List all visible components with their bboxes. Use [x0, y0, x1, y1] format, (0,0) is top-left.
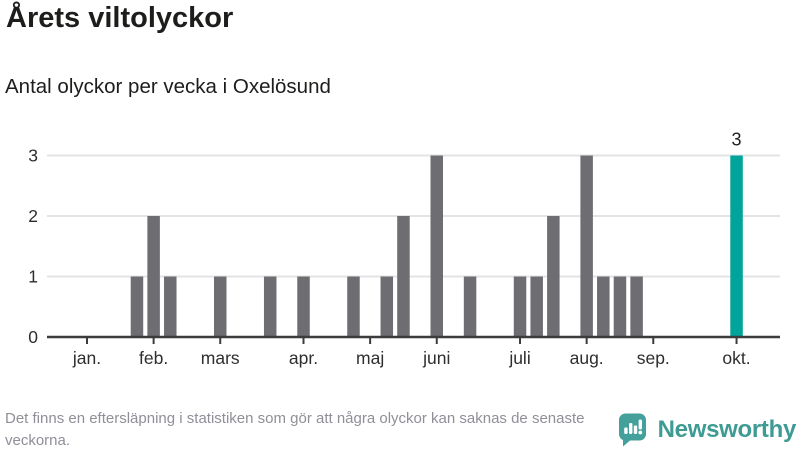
bar-week-40 [730, 155, 743, 337]
bar-week-19 [380, 276, 394, 337]
y-axis-label-3: 3 [28, 146, 38, 166]
bar-week-6 [164, 276, 177, 337]
x-axis-label-juni: juni [422, 348, 450, 368]
bar-week-33 [613, 276, 627, 337]
bar-week-14 [297, 276, 310, 337]
bar-week-34 [630, 276, 643, 337]
bar-week-4 [130, 276, 144, 337]
bar-week-32 [597, 276, 610, 337]
y-axis-label-2: 2 [28, 206, 38, 226]
data-label-highlight: 3 [732, 130, 742, 150]
y-axis-label-0: 0 [28, 327, 38, 347]
x-axis-label-jan.: jan. [72, 348, 101, 368]
bar-week-17 [347, 276, 360, 337]
x-axis-label-maj: maj [356, 348, 384, 368]
x-axis-label-mars: mars [201, 348, 240, 368]
bar-week-31 [580, 155, 593, 337]
x-axis-label-juli: juli [508, 348, 530, 368]
y-axis-label-1: 1 [28, 267, 38, 287]
bar-week-5 [147, 216, 160, 337]
bar-week-12 [263, 276, 277, 337]
footnote: Det finns en eftersläpning i statistiken… [5, 410, 585, 449]
page-title: Årets viltolyckor [6, 2, 234, 34]
x-axis-label-okt.: okt. [722, 348, 750, 368]
newsworthy-wordmark: Newsworthy [657, 415, 797, 443]
bar-chart-svg: 0 1 2 3 jan. feb. mars apr. maj juni juli aug. sep. o… [28, 130, 780, 368]
bar-week-27 [513, 276, 527, 337]
bar-week-9 [213, 276, 227, 337]
newsworthy-logo-icon [618, 413, 646, 447]
bar-week-24 [463, 276, 477, 337]
x-axis-label-feb.: feb. [139, 348, 168, 368]
bar-week-29 [547, 216, 560, 337]
x-axis-label-sep.: sep. [637, 348, 670, 368]
bar-week-22 [430, 155, 444, 337]
newsworthy-logo: Newsworthy [617, 412, 796, 447]
x-axis-label-aug.: aug. [570, 348, 604, 368]
x-axis-label-apr.: apr. [289, 348, 318, 368]
bar-week-28 [530, 276, 543, 337]
chart-subtitle: Antal olyckor per vecka i Oxelösund [5, 75, 331, 98]
bar-chart: 0 1 2 3 jan. feb. mars apr. maj juni juli aug. sep. o… [0, 120, 800, 375]
bar-week-20 [397, 216, 410, 337]
